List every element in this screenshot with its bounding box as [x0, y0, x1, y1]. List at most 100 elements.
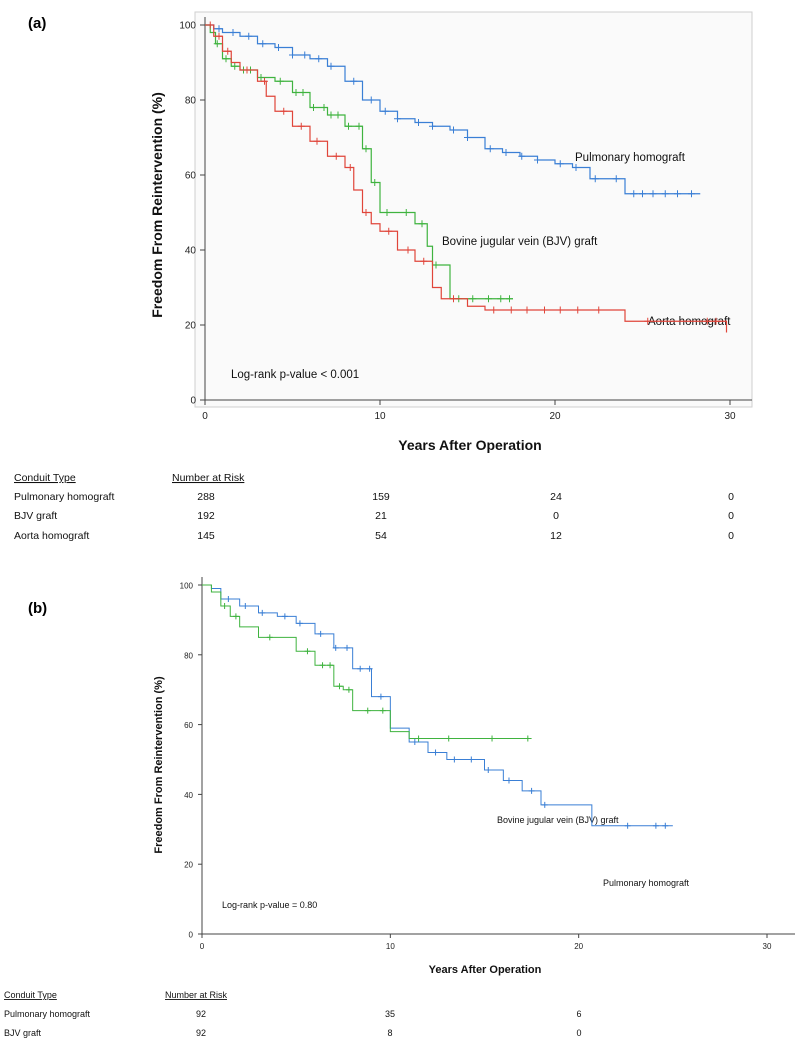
panel-a-series-aorta-homograft — [205, 24, 728, 333]
panel-a-censor-mark — [523, 306, 531, 314]
panel-a-censor-mark — [297, 122, 305, 130]
panel-b-censor-mark — [319, 662, 326, 669]
panel-b-censor-mark — [652, 822, 659, 829]
panel-a-y-axis-title: Freedom From Reintervention (%) — [149, 92, 165, 318]
panel-b-censor-mark — [242, 602, 249, 609]
panel-a-censor-mark — [502, 149, 510, 156]
panel-a-censor-mark — [299, 89, 307, 96]
panel-b-risk-value: 0 — [576, 1028, 581, 1038]
panel-b-series-pulmonary-homograft — [202, 584, 673, 827]
panel-b-censor-mark — [221, 602, 228, 609]
panel-a-censor-mark — [541, 306, 548, 314]
panel-b-y-tick-label: 60 — [184, 721, 193, 730]
panel-a-censor-mark — [275, 44, 282, 51]
panel-a-censor-mark — [345, 122, 352, 130]
panel-b-risk-value: 6 — [576, 1009, 581, 1019]
panel-b-censor-mark — [317, 630, 324, 637]
panel-a-censor-mark — [327, 111, 335, 119]
panel-a-x-tick-label: 10 — [374, 411, 386, 422]
panel-a-censor-mark — [320, 104, 328, 111]
panel-a-risk-value: 12 — [550, 530, 562, 542]
panel-a-y-tick-label: 80 — [185, 96, 197, 107]
panel-b-censor-mark — [336, 683, 343, 690]
panel-b-censor-mark — [364, 707, 371, 714]
panel-b-censor-mark — [624, 822, 631, 829]
panel-a-label: (a) — [28, 15, 46, 32]
panel-a-censor-mark — [259, 40, 267, 48]
panel-b-label-bjv: Bovine jugular vein (BJV) graft — [497, 815, 619, 825]
panel-a-censor-mark — [313, 137, 321, 145]
panel-a-censor-mark — [381, 107, 389, 115]
panel-a-censor-mark — [245, 32, 253, 40]
panel-a-risk-value: 288 — [197, 491, 215, 503]
panel-b-label: (b) — [28, 600, 47, 617]
panel-b-risk-row-label: Pulmonary homograft — [4, 1009, 91, 1019]
panel-a-risk-value: 192 — [197, 510, 215, 522]
panel-a-censor-mark — [334, 111, 342, 119]
panel-b-censor-mark — [232, 613, 239, 620]
panel-b-censor-mark — [344, 644, 351, 651]
panel-a-censor-mark — [429, 122, 436, 130]
panel-a-y-tick-label: 100 — [179, 21, 196, 32]
panel-b-censor-mark — [541, 801, 548, 808]
panel-a-censor-mark — [415, 119, 422, 126]
panel-b-y-tick-label: 20 — [184, 861, 193, 870]
panel-a-censor-mark — [261, 77, 268, 85]
panel-b-logrank: Log-rank p-value = 0.80 — [222, 900, 317, 910]
panel-a-x-tick-label: 20 — [549, 411, 561, 422]
panel-a-censor-mark — [257, 74, 265, 81]
panel-a-censor-mark — [432, 261, 440, 269]
panel-b-risk-col1-header: Conduit Type — [4, 990, 57, 1000]
panel-b-y-tick-label: 0 — [189, 931, 194, 940]
panel-b-censor-mark — [489, 735, 496, 742]
panel-a-risk-value: 145 — [197, 530, 215, 542]
panel-a-censor-mark — [222, 55, 230, 63]
panel-a-censor-mark — [572, 164, 580, 171]
panel-a-censor-mark — [362, 209, 370, 216]
panel-a-y-tick-label: 60 — [185, 171, 197, 182]
panel-b-risk-table: Conduit Type Number at Risk Pulmonary ho… — [4, 990, 582, 1038]
panel-b-censor-mark — [662, 822, 669, 829]
panel-a-censor-mark — [229, 29, 237, 36]
panel-a-risk-value: 54 — [375, 530, 387, 542]
panel-a-censor-mark — [243, 66, 251, 74]
panel-a-censor-mark — [556, 160, 564, 168]
panel-a-censor-mark — [574, 306, 582, 314]
panel-b-censor-mark — [332, 644, 339, 651]
panel-a-censor-mark — [367, 96, 375, 104]
panel-a-censor-mark — [661, 190, 669, 198]
panel-a-censor-mark — [485, 295, 492, 303]
panel-a-censor-mark — [639, 190, 646, 198]
panel-a-censor-mark — [506, 295, 513, 303]
panel-a-censor-mark — [612, 175, 620, 183]
panel-a-censor-mark — [703, 317, 711, 325]
panel-a-x-tick-label: 0 — [202, 411, 208, 422]
panel-a-censor-mark — [383, 209, 391, 216]
panel-b-censor-mark — [366, 665, 373, 672]
panel-b-censor-mark — [259, 609, 266, 616]
panel-a-censor-mark — [224, 47, 232, 55]
panel-a-censor-mark — [206, 21, 214, 29]
panel-a-censor-mark — [688, 190, 695, 198]
panel-a-censor-mark — [355, 122, 363, 130]
panel-a-x-tick-label: 30 — [724, 411, 736, 422]
panel-a-risk-value: 0 — [728, 491, 734, 503]
panel-b-x-tick-label: 0 — [200, 942, 205, 951]
panel-a-risk-row-label: BJV graft — [14, 510, 57, 522]
panel-a-censor-mark — [420, 257, 428, 265]
panel-b-risk-value: 92 — [196, 1028, 206, 1038]
panel-b: (b) Freedom From Reintervention (%) Year… — [4, 577, 795, 1038]
panel-a-censor-mark — [556, 306, 564, 314]
panel-b-censor-mark — [485, 766, 492, 773]
panel-b-y-tick-label: 40 — [184, 791, 193, 800]
panel-a-plot-frame — [194, 11, 753, 408]
panel-a-risk-value: 24 — [550, 491, 562, 503]
panel-a-censor-mark — [215, 32, 223, 40]
panel-b-x-tick-label: 10 — [386, 942, 395, 951]
panel-b-series-bovine-jugular-vein-bjv-graft — [202, 584, 532, 740]
panel-a-censor-mark — [630, 190, 638, 198]
panel-a-censor-mark — [402, 209, 410, 216]
panel-b-y-axis-title: Freedom From Reintervention (%) — [153, 676, 165, 854]
panel-a-censor-mark — [644, 317, 652, 325]
